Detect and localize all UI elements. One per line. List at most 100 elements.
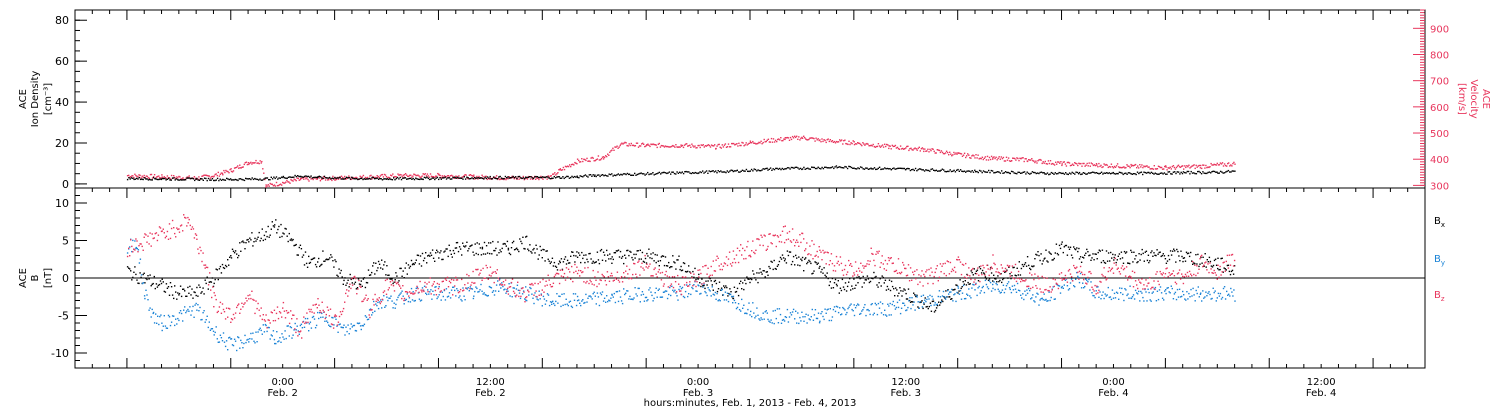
density-series-point — [1067, 173, 1069, 176]
bx-series-point — [911, 301, 913, 303]
by-series-point — [1145, 291, 1147, 293]
bx-series-point — [1006, 269, 1008, 271]
bx-series-point — [332, 260, 334, 262]
bx-series-point — [199, 286, 201, 288]
by-series-point — [911, 297, 913, 299]
bz-series-point — [180, 224, 183, 226]
velocity-series-point — [553, 173, 555, 175]
velocity-series-point — [241, 166, 243, 168]
density-series-point — [1021, 172, 1023, 174]
velocity-series-point — [1095, 163, 1098, 165]
bz-series-point — [135, 238, 137, 240]
velocity-series-point — [904, 148, 906, 150]
bz-series-point — [302, 321, 304, 323]
velocity-series-point — [756, 143, 758, 145]
by-series-point — [428, 293, 430, 295]
velocity-series-point — [890, 148, 892, 150]
density-series-point — [214, 179, 216, 182]
bz-series-point — [487, 278, 489, 280]
bz-series-point — [338, 315, 341, 318]
by-series-point — [719, 300, 721, 302]
velocity-series-point — [1069, 164, 1072, 167]
velocity-series-point — [1163, 168, 1165, 170]
density-series-point — [817, 166, 819, 168]
bx-series-point — [753, 273, 755, 275]
velocity-series-point — [249, 162, 251, 164]
axes-ticks: 020406080300400500600700800900-10-505100… — [51, 9, 1449, 399]
bx-series-point — [939, 304, 941, 306]
bx-series-point — [801, 259, 803, 262]
bz-series-point — [386, 278, 388, 281]
by-series-point — [473, 295, 475, 297]
bz-series-point — [478, 274, 480, 276]
bx-series-point — [1025, 265, 1028, 267]
bx-series-point — [220, 272, 223, 274]
density-series-point — [1130, 173, 1132, 175]
velocity-series-point — [416, 174, 418, 177]
density-series-point — [853, 167, 855, 169]
bx-series-point — [234, 250, 237, 252]
by-series-point — [365, 316, 368, 318]
bx-series-point — [1113, 256, 1115, 259]
bx-series-point — [384, 261, 386, 263]
velocity-series-point — [691, 143, 693, 145]
velocity-series-point — [821, 138, 823, 140]
bx-series-point — [398, 280, 400, 282]
by-series-point — [614, 301, 617, 304]
velocity-series-point — [1001, 157, 1004, 160]
velocity-series-point — [996, 159, 998, 161]
by-series-point — [349, 328, 351, 330]
density-series-point — [151, 179, 153, 181]
density-series-point — [197, 179, 199, 181]
bx-series-point — [363, 277, 366, 279]
by-series-point — [499, 278, 501, 280]
velocity-series-point — [1004, 160, 1007, 162]
bz-series-point — [444, 278, 447, 280]
density-series-point — [880, 168, 882, 171]
by-series-point — [223, 341, 226, 343]
bx-series-point — [843, 288, 846, 291]
velocity-series-point — [594, 159, 596, 162]
density-series-point — [311, 177, 314, 179]
bz-series-point — [157, 234, 160, 236]
by-series-point — [618, 290, 621, 292]
velocity-series-point — [1139, 164, 1141, 166]
density-series-point — [1009, 172, 1011, 175]
by-series-point — [970, 297, 972, 299]
density-series-point — [639, 172, 641, 175]
bx-series-point — [1179, 260, 1181, 262]
by-series-point — [663, 291, 666, 293]
density-series-point — [1110, 173, 1112, 175]
bx-series-point — [800, 258, 802, 260]
density-series-point — [1154, 172, 1156, 174]
density-series-point — [1103, 172, 1105, 174]
density-series-point — [393, 177, 395, 179]
bx-series-point — [317, 261, 319, 263]
by-series-point — [152, 311, 155, 314]
by-series-point — [1134, 289, 1137, 292]
by-series-point — [293, 329, 295, 331]
by-series-point — [446, 296, 449, 298]
bx-series-point — [498, 252, 500, 254]
bz-series-point — [241, 302, 243, 304]
by-series-point — [317, 311, 319, 314]
by-series-point — [866, 309, 868, 311]
by-series-point — [872, 314, 874, 316]
bx-series-point — [864, 279, 866, 281]
velocity-series-point — [259, 160, 261, 162]
by-series-point — [844, 309, 846, 311]
by-series-point — [300, 323, 303, 325]
velocity-series-point — [728, 146, 731, 148]
bx-series-point — [905, 292, 907, 295]
density-series-point — [344, 177, 346, 180]
velocity-series-point — [710, 144, 713, 146]
bx-series-point — [961, 286, 963, 288]
velocity-series-point — [265, 186, 267, 188]
by-series-point — [711, 286, 713, 288]
velocity-series-point — [403, 174, 406, 176]
bz-series-point — [275, 312, 278, 315]
bx-series-point — [302, 254, 305, 256]
by-series-point — [994, 288, 996, 291]
by-series-point — [1025, 294, 1027, 296]
velocity-series-point — [1220, 163, 1223, 165]
